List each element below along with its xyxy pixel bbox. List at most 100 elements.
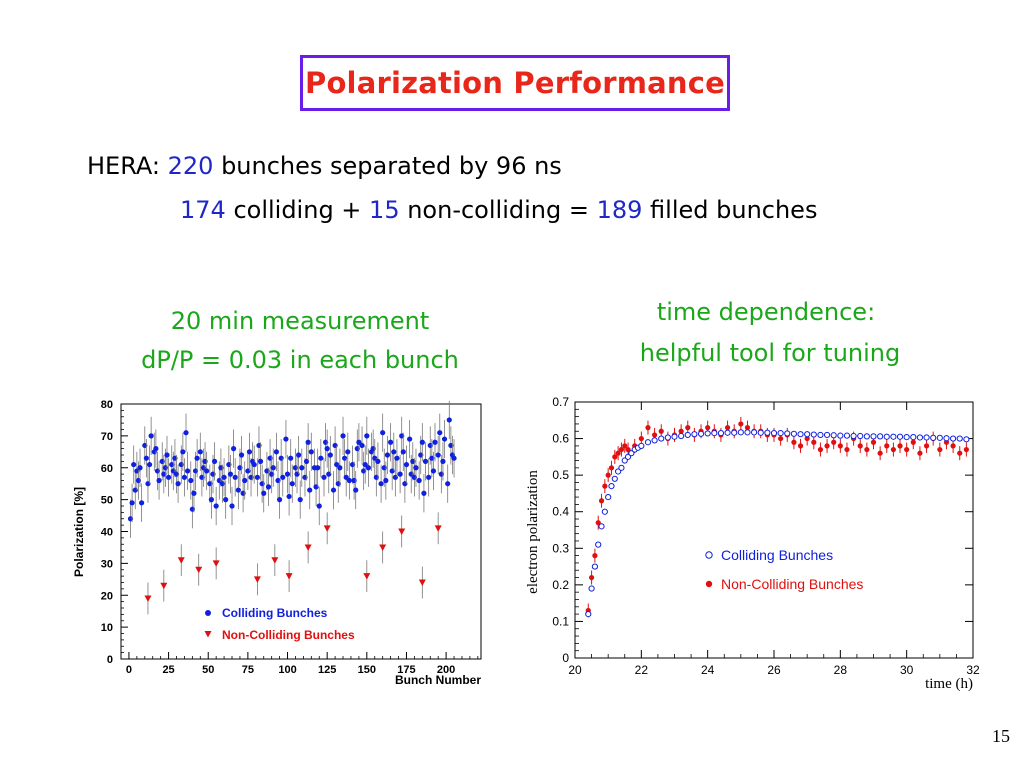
colliding-bunch-point	[378, 481, 384, 487]
right-x-tick-label: 28	[834, 663, 848, 677]
noncolliding-time-point	[685, 425, 691, 431]
colliding-bunch-point	[343, 474, 349, 480]
noncolliding-time-point	[744, 425, 751, 431]
noncolliding-time-point	[778, 435, 784, 442]
colliding-time-point	[790, 430, 797, 437]
colliding-bunch-point	[156, 477, 162, 484]
left-x-tick-label: 0	[126, 664, 132, 676]
colliding-bunch-point	[430, 468, 437, 474]
colliding-bunch-point	[318, 455, 324, 461]
colliding-bunch-point	[397, 471, 403, 477]
colliding-time-point	[595, 541, 602, 548]
hera-prefix: HERA:	[87, 152, 168, 180]
colliding-time-point	[651, 437, 658, 444]
colliding-bunch-point	[164, 452, 170, 458]
colliding-bunch-point	[257, 458, 264, 464]
colliding-bunch-point	[383, 477, 389, 484]
colliding-bunch-point	[242, 477, 248, 484]
colliding-bunch-point	[365, 465, 372, 471]
colliding-time-point	[611, 475, 618, 482]
noncolliding-time-point	[884, 443, 890, 449]
colliding-time-point	[638, 442, 645, 449]
left-caption-2: dP/P = 0.03 in each bunch	[141, 346, 459, 374]
noncolliding-bunch-point	[304, 544, 312, 551]
colliding-bunch-point	[296, 452, 302, 458]
legend-colliding-marker	[705, 551, 713, 559]
left-x-tick-label: 25	[162, 664, 174, 676]
noncolliding-bunch-point	[195, 566, 203, 574]
colliding-time-point	[936, 434, 943, 441]
noncolliding-bunch-point	[160, 582, 168, 590]
left-x-tick-label: 75	[242, 664, 254, 676]
noncolliding-text: non-colliding =	[399, 196, 597, 224]
page-number: 15	[992, 726, 1010, 746]
noncolliding-time-point	[890, 446, 896, 453]
right-y-tick-label: 0.4	[552, 505, 569, 519]
colliding-time-point	[870, 433, 877, 440]
colliding-bunch-point	[337, 465, 343, 471]
filled-text: filled bunches	[642, 196, 818, 224]
colliding-bunch-point	[297, 497, 303, 503]
right-x-tick-label: 26	[767, 663, 781, 677]
right-x-axis-label: time (h)	[925, 676, 973, 692]
colliding-bunch-point	[181, 474, 188, 480]
colliding-time-point	[910, 434, 917, 441]
noncolliding-time-point	[588, 574, 595, 581]
colliding-time-point	[956, 435, 963, 442]
colliding-bunch-point	[299, 465, 305, 471]
noncolliding-count: 15	[369, 196, 400, 224]
colliding-time-point	[830, 432, 837, 439]
colliding-time-point	[691, 431, 698, 438]
colliding-bunch-point	[286, 493, 292, 500]
colliding-time-point	[711, 429, 718, 437]
colliding-bunch-point	[321, 474, 327, 480]
colliding-time-point	[724, 429, 731, 436]
left-x-tick-label: 200	[437, 664, 455, 676]
colliding-bunch-point	[183, 430, 189, 436]
noncolliding-time-point	[622, 443, 628, 449]
left-y-tick-label: 40	[101, 527, 113, 539]
colliding-time-point	[916, 434, 924, 441]
colliding-bunch-point	[148, 433, 154, 439]
noncolliding-time-point	[615, 450, 621, 456]
noncolliding-time-point	[608, 465, 615, 471]
colliding-bunch-point	[288, 455, 294, 461]
noncolliding-time-point	[811, 439, 817, 445]
right-y-tick-label: 0.5	[552, 468, 569, 482]
colliding-bunch-point	[413, 465, 419, 471]
colliding-bunch-point	[432, 439, 438, 445]
colliding-time-point	[621, 457, 628, 464]
colliding-bunch-point	[223, 497, 229, 503]
left-x-tick-label: 50	[202, 664, 214, 676]
colliding-time-point	[585, 611, 592, 618]
colliding-bunch-point	[265, 484, 272, 490]
colliding-bunch-point	[446, 417, 452, 423]
colliding-bunch-point	[254, 474, 260, 480]
colliding-bunch-point	[137, 465, 143, 471]
noncolliding-time-point	[595, 520, 601, 526]
legend-colliding-label: Colliding Bunches	[222, 606, 328, 620]
title-box: Polarization Performance	[300, 55, 730, 111]
right-x-tick-label: 24	[701, 663, 715, 677]
colliding-bunch-point	[391, 449, 397, 455]
left-y-tick-label: 70	[101, 431, 113, 443]
noncolliding-time-point	[870, 439, 877, 445]
colliding-bunch-point	[407, 436, 413, 442]
colliding-bunch-point	[194, 455, 200, 461]
noncolliding-bunch-point	[363, 573, 371, 580]
colliding-bunch-point	[359, 442, 365, 449]
left-y-tick-label: 0	[107, 654, 113, 666]
colliding-time-point	[605, 493, 612, 501]
colliding-bunch-point	[180, 449, 186, 455]
colliding-bunch-point	[153, 446, 159, 452]
colliding-time-point	[810, 431, 817, 438]
colliding-time-point	[797, 431, 804, 438]
left-x-axis-label: Bunch Number	[395, 673, 481, 687]
filled-count: 189	[596, 196, 643, 224]
right-x-tick-label: 30	[900, 663, 914, 677]
colliding-bunch-point	[437, 430, 443, 436]
right-caption-1: time dependence:	[656, 298, 876, 326]
legend-noncolliding-label: Non-Colliding Bunches	[721, 576, 863, 592]
colliding-time-point	[923, 434, 930, 441]
noncolliding-time-point	[817, 446, 824, 453]
